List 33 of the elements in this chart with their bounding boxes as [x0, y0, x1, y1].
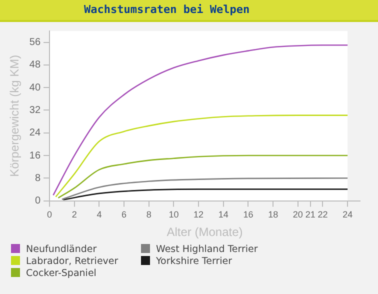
y-tick-label: 40	[29, 82, 41, 94]
line-series	[58, 154, 348, 199]
x-tick-label: 10	[168, 210, 179, 220]
y-tick-label: 16	[29, 150, 41, 162]
line-series	[55, 114, 348, 198]
x-tick-label: 6	[122, 210, 127, 220]
line-series	[62, 188, 348, 200]
x-tick-label: 18	[268, 210, 278, 220]
x-tick-label: 21	[305, 210, 316, 220]
y-tick-label: 48	[29, 60, 41, 71]
line-series	[61, 178, 348, 200]
x-tick-label: 0	[47, 210, 52, 220]
x-tick-label: 2	[72, 210, 77, 220]
y-tick-label: 0	[34, 196, 41, 207]
chart-title: Wachstumsraten bei Welpen	[0, 0, 378, 22]
legend-label: Cocker-Spaniel	[25, 268, 98, 279]
y-tick-label: 8	[34, 172, 41, 184]
x-tick-label: 16	[243, 210, 254, 220]
legend-label: West Highland Terrier	[155, 244, 259, 255]
legend-label: Labrador, Retriever	[25, 256, 120, 267]
x-tick-label: 8	[146, 210, 152, 220]
y-tick-label: 32	[29, 104, 41, 116]
x-tick-label: 20	[292, 210, 303, 220]
x-tick-label: 22	[318, 210, 328, 220]
line-series	[52, 44, 348, 196]
y-tick-label: 56	[29, 37, 41, 48]
legend-label: Neufundländer	[25, 244, 98, 255]
x-tick-label: 4	[96, 210, 102, 220]
legend-label: Yorkshire Terrier	[155, 256, 233, 267]
y-tick-label: 24	[29, 128, 41, 139]
x-tick-label: 24	[342, 210, 353, 220]
x-tick-label: 12	[194, 210, 204, 220]
x-tick-label: 14	[218, 210, 228, 220]
